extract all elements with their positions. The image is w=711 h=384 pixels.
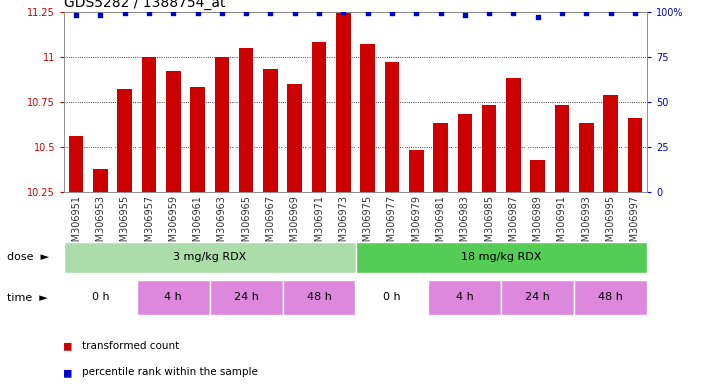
Point	[240, 10, 252, 17]
Point	[532, 14, 543, 20]
Text: percentile rank within the sample: percentile rank within the sample	[82, 367, 257, 377]
Text: 48 h: 48 h	[598, 292, 623, 302]
Bar	[282, 280, 356, 315]
Bar	[263, 69, 278, 192]
Bar	[433, 123, 448, 192]
Bar	[555, 105, 570, 192]
Bar	[93, 169, 107, 192]
Bar	[360, 44, 375, 192]
Bar	[210, 280, 282, 315]
Bar	[311, 42, 326, 192]
Point	[289, 10, 301, 17]
Bar	[287, 84, 302, 192]
Bar	[69, 136, 83, 192]
Point	[410, 10, 422, 17]
Point	[508, 10, 519, 17]
Text: 4 h: 4 h	[164, 292, 182, 302]
Bar	[239, 48, 253, 192]
Bar	[64, 242, 356, 273]
Bar	[191, 87, 205, 192]
Point	[70, 12, 82, 18]
Text: dose  ►: dose ►	[7, 252, 49, 262]
Bar	[409, 151, 424, 192]
Bar	[579, 123, 594, 192]
Point	[605, 10, 616, 17]
Bar	[506, 78, 520, 192]
Bar	[501, 280, 574, 315]
Point	[386, 10, 397, 17]
Bar	[64, 280, 137, 315]
Bar	[356, 242, 647, 273]
Point	[435, 10, 447, 17]
Point	[95, 12, 106, 18]
Bar	[141, 56, 156, 192]
Text: ■: ■	[64, 366, 72, 379]
Text: 0 h: 0 h	[383, 292, 401, 302]
Bar	[117, 89, 132, 192]
Text: 4 h: 4 h	[456, 292, 474, 302]
Text: GDS5282 / 1388754_at: GDS5282 / 1388754_at	[64, 0, 225, 10]
Text: ■: ■	[64, 339, 72, 352]
Point	[629, 10, 641, 17]
Point	[314, 10, 325, 17]
Point	[581, 10, 592, 17]
Bar	[603, 94, 618, 192]
Point	[144, 10, 155, 17]
Bar	[385, 62, 399, 192]
Point	[459, 12, 471, 18]
Point	[556, 10, 567, 17]
Point	[168, 10, 179, 17]
Bar	[628, 118, 642, 192]
Point	[264, 10, 276, 17]
Bar	[166, 71, 181, 192]
Bar	[215, 56, 229, 192]
Point	[362, 10, 373, 17]
Text: 24 h: 24 h	[525, 292, 550, 302]
Text: time  ►: time ►	[7, 293, 48, 303]
Text: 24 h: 24 h	[234, 292, 259, 302]
Text: 18 mg/kg RDX: 18 mg/kg RDX	[461, 252, 542, 262]
Text: 48 h: 48 h	[306, 292, 331, 302]
Text: 0 h: 0 h	[92, 292, 109, 302]
Bar	[482, 105, 496, 192]
Bar	[574, 280, 647, 315]
Bar	[530, 159, 545, 192]
Bar	[336, 13, 351, 192]
Bar	[428, 280, 501, 315]
Text: transformed count: transformed count	[82, 341, 179, 351]
Point	[216, 10, 228, 17]
Point	[483, 10, 495, 17]
Point	[192, 10, 203, 17]
Bar	[137, 280, 210, 315]
Bar	[356, 280, 428, 315]
Point	[338, 8, 349, 15]
Point	[119, 10, 130, 17]
Bar	[457, 114, 472, 192]
Text: 3 mg/kg RDX: 3 mg/kg RDX	[173, 252, 247, 262]
